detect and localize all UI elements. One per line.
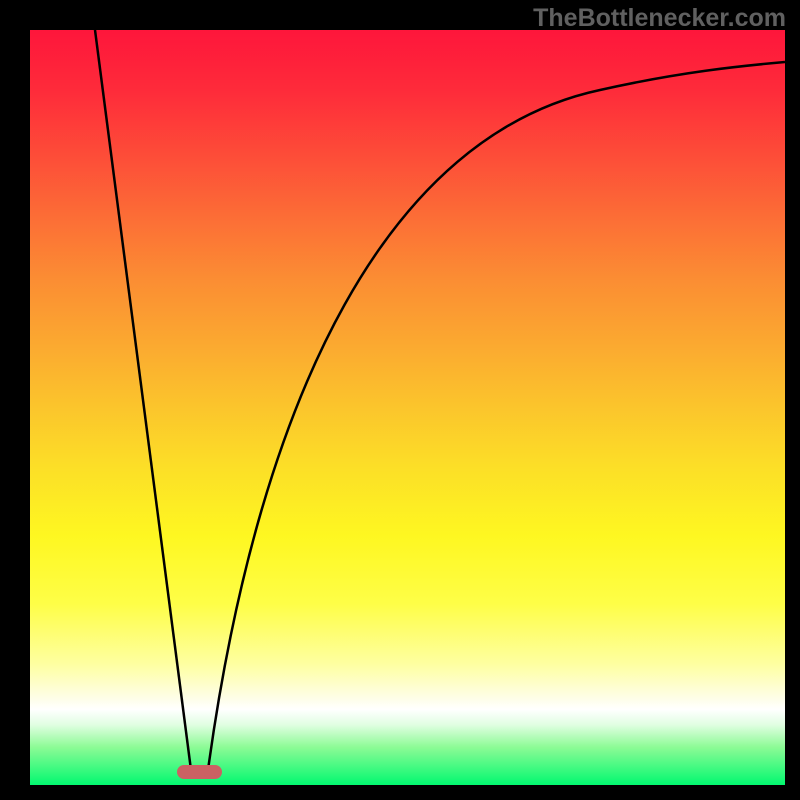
curve-overlay bbox=[30, 30, 785, 785]
plot-area bbox=[30, 30, 785, 785]
curve-left-segment bbox=[95, 30, 191, 770]
curve-right-segment bbox=[208, 62, 785, 770]
chart-container: TheBottlenecker.com bbox=[0, 0, 800, 800]
minimum-marker bbox=[177, 765, 222, 779]
watermark-label: TheBottlenecker.com bbox=[533, 4, 786, 33]
